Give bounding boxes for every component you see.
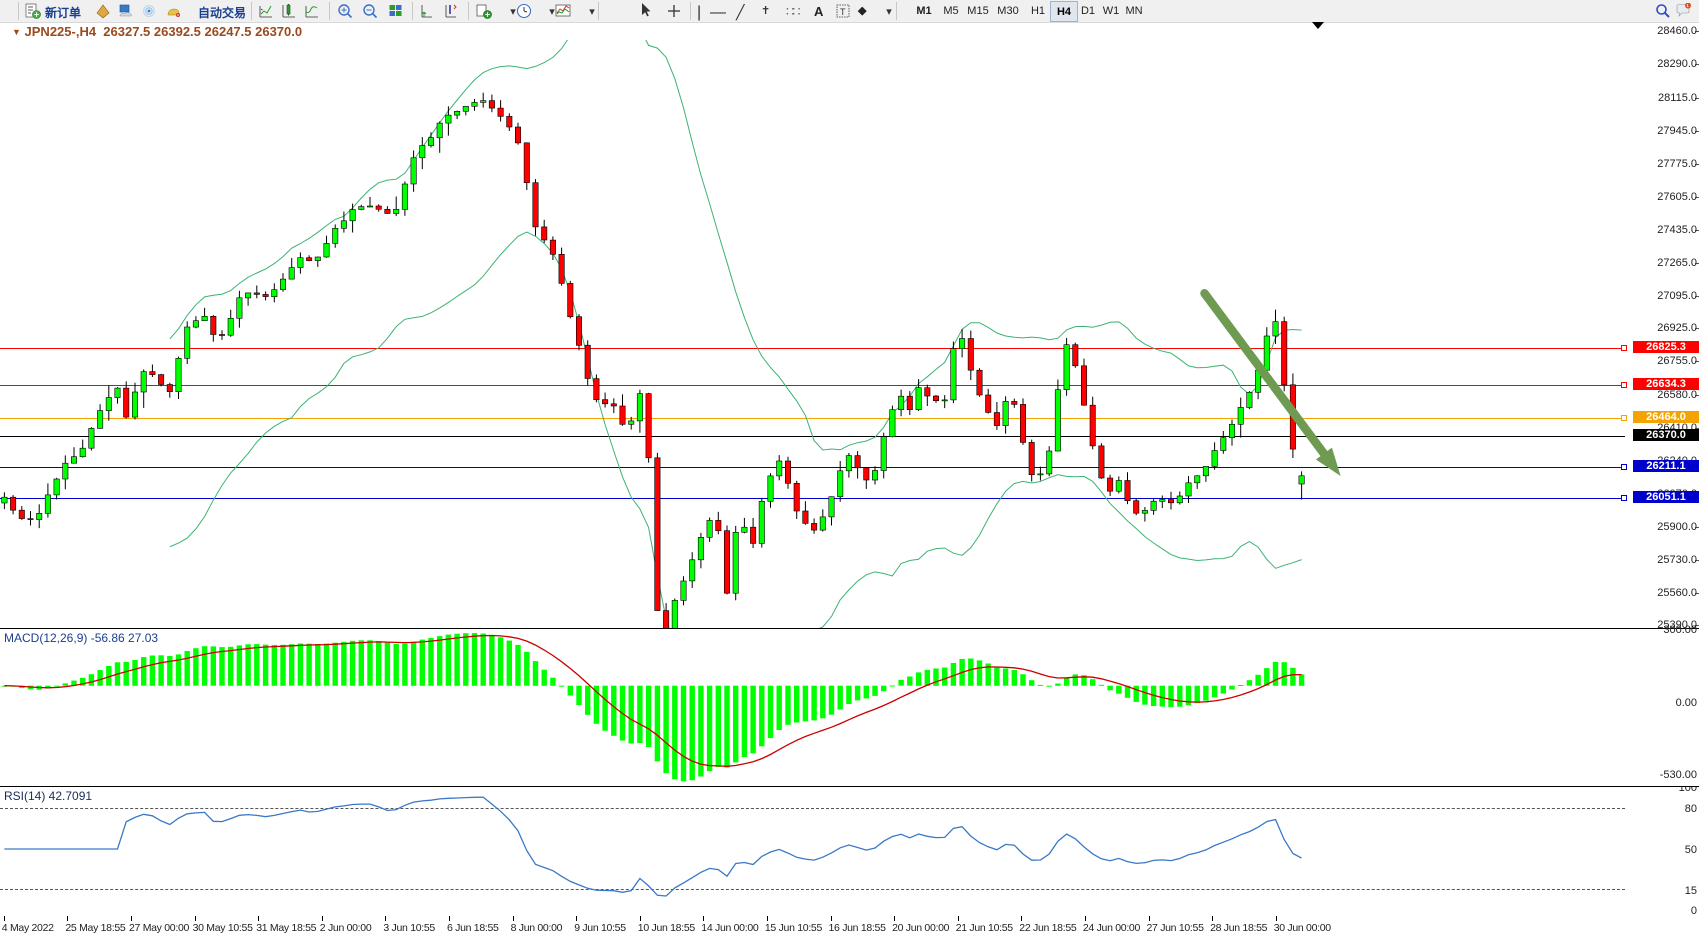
svg-text:T: T (840, 7, 846, 17)
